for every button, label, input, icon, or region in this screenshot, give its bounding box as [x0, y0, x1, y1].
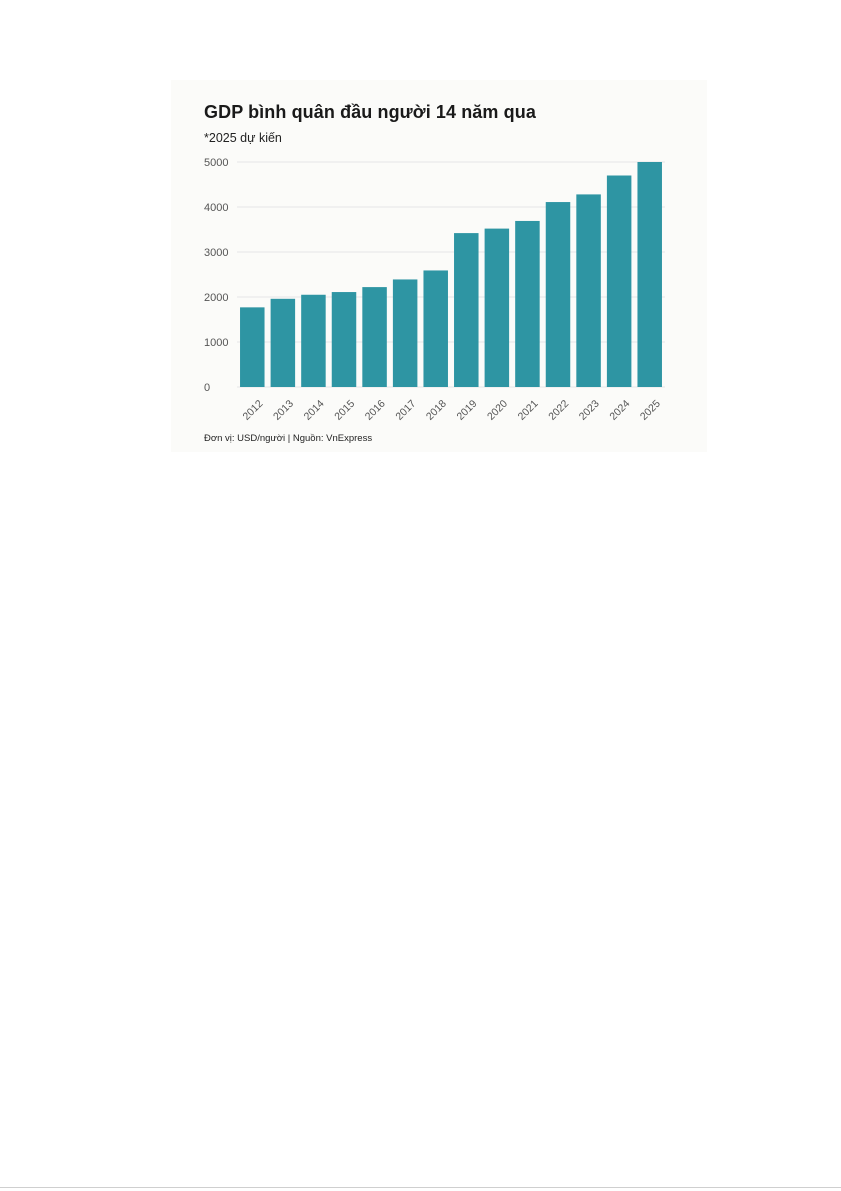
- x-tick-label: 2020: [485, 398, 510, 423]
- bar-2020: [484, 228, 510, 387]
- bar-2024: [606, 175, 632, 387]
- x-tick-label: 2025: [638, 398, 663, 423]
- y-tick-label: 3000: [204, 247, 228, 259]
- x-tick-label: 2018: [424, 398, 449, 423]
- x-tick-label: 2016: [363, 398, 388, 423]
- bar-2016: [362, 287, 387, 387]
- chart-title: GDP bình quân đầu người 14 năm qua: [204, 102, 536, 122]
- x-tick-label: 2022: [546, 398, 571, 423]
- y-tick-label: 5000: [204, 157, 228, 169]
- x-tick-label: 2017: [393, 398, 418, 423]
- chart-subtitle: *2025 dự kiến: [204, 131, 282, 145]
- x-tick-label: 2021: [516, 398, 541, 423]
- x-tick-label: 2015: [332, 398, 357, 423]
- chart-card: GDP bình quân đầu người 14 năm qua *2025…: [171, 80, 707, 452]
- y-tick-label: 4000: [204, 202, 228, 214]
- bar-2018: [423, 270, 448, 387]
- bars: [240, 162, 662, 387]
- bar-2023: [576, 194, 601, 387]
- chart-footer: Đơn vị: USD/người | Nguồn: VnExpress: [204, 433, 373, 444]
- bar-2017: [392, 279, 418, 387]
- y-axis-ticks: 0 1000 2000 3000 4000 5000: [204, 157, 228, 394]
- bar-2012: [240, 307, 265, 387]
- x-tick-label: 2013: [271, 398, 296, 423]
- x-tick-label: 2019: [454, 398, 479, 423]
- bar-2019: [454, 233, 479, 387]
- bar-2013: [270, 298, 296, 387]
- bar-2021: [515, 220, 540, 387]
- x-axis-ticks: 2012 2013 2014 2015 2016 2017 2018 2019 2020 2021…: [240, 398, 663, 423]
- x-tick-label: 2024: [607, 398, 632, 423]
- bar-2025: [637, 162, 662, 387]
- x-tick-label: 2023: [577, 398, 602, 423]
- x-tick-label: 2014: [302, 398, 327, 423]
- y-tick-label: 0: [204, 382, 210, 394]
- y-tick-label: 1000: [204, 337, 228, 349]
- y-tick-label: 2000: [204, 292, 228, 304]
- x-tick-label: 2012: [240, 398, 265, 423]
- bar-2022: [545, 202, 571, 387]
- bar-2014: [301, 294, 326, 387]
- page-bottom-rule: [0, 1187, 841, 1188]
- bar-2015: [331, 292, 357, 387]
